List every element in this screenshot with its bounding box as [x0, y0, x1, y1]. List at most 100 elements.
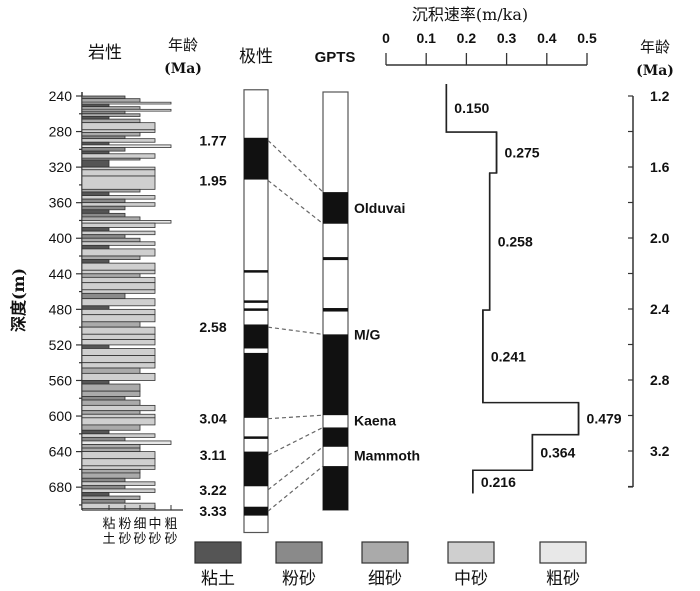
- lithology-bed: [81, 502, 156, 509]
- lithology-bed: [81, 230, 156, 236]
- age-tick-label: 2.0: [650, 230, 670, 246]
- depth-tick-label: 560: [49, 372, 73, 388]
- rate-value-label: 0.258: [498, 234, 533, 250]
- lithology-bed: [81, 116, 110, 120]
- rate-value-label: 0.479: [587, 411, 622, 427]
- legend-label: 粉砂: [282, 569, 316, 589]
- grain-label-top: 中: [148, 517, 161, 532]
- lithology-bed: [81, 404, 156, 412]
- lithology-bed: [81, 440, 172, 445]
- lithology-bed: [81, 424, 141, 431]
- lithology-header: 岩性: [88, 43, 122, 63]
- depth-tick-label: 640: [49, 444, 73, 460]
- rate-tick-label: 0.3: [497, 30, 517, 46]
- correlation-line: [267, 140, 324, 193]
- gpts-normal-chron: [323, 192, 348, 224]
- lithology-bed: [81, 355, 156, 364]
- lithology-bed: [81, 262, 156, 271]
- depth-tick-label: 240: [49, 88, 73, 104]
- lithology-bed: [81, 468, 141, 474]
- lithology-bed: [81, 305, 110, 310]
- lithology-bed: [81, 147, 126, 152]
- lithology-bed: [81, 399, 141, 406]
- gpts-normal-chron: [323, 308, 348, 312]
- age-marker-label: 1.77: [199, 132, 226, 148]
- lithology-bed: [81, 138, 156, 143]
- lithology-bed: [81, 484, 126, 490]
- lithology-bed: [81, 108, 172, 112]
- grain-label-bottom: 砂: [148, 532, 161, 547]
- age-tick-label: 1.2: [650, 88, 670, 104]
- lithology-bed: [81, 282, 156, 291]
- lithology-bed: [81, 372, 156, 381]
- lithology-bed: [81, 458, 156, 467]
- lithology-bed: [81, 451, 156, 460]
- lithology-bed: [81, 95, 126, 100]
- lithology-bed: [81, 244, 110, 250]
- lithology-bed: [81, 477, 126, 483]
- polarity-normal-band: [244, 506, 268, 516]
- lithology-bed: [81, 465, 156, 470]
- lithology-bed: [81, 241, 156, 246]
- age-marker-label: 3.11: [200, 447, 227, 463]
- lithology-bed: [81, 481, 156, 486]
- lithology-bed: [81, 289, 156, 294]
- lithology-bed: [81, 429, 110, 435]
- legend-swatch: [194, 541, 242, 564]
- polarity-normal-band: [244, 137, 268, 180]
- legend-swatch: [447, 541, 495, 564]
- lithology-bed: [81, 292, 126, 300]
- legend-label: 粘土: [201, 569, 235, 589]
- lithology-bed: [81, 344, 110, 349]
- chron-label-olduvai: Olduvai: [354, 200, 405, 216]
- rate-tick-label: 0: [382, 30, 390, 46]
- legend-swatch: [275, 541, 323, 564]
- chron-label-m-g: M/G: [354, 326, 381, 342]
- lithology-bed: [81, 383, 141, 392]
- rate-tick-label: 0.1: [416, 30, 436, 46]
- rate-value-label: 0.275: [505, 145, 540, 161]
- lithology-bed: [81, 166, 156, 171]
- grain-label-bottom: 砂: [164, 532, 177, 547]
- lithology-bed: [81, 98, 141, 103]
- correlation-line: [267, 326, 324, 335]
- age-right-unit: (Ma): [636, 63, 674, 79]
- lithology-bed: [81, 321, 141, 328]
- age-marker-label: 1.95: [199, 172, 226, 188]
- lithology-bed: [81, 191, 110, 196]
- lithology-bed: [81, 326, 156, 335]
- chron-label-kaena: Kaena: [354, 412, 396, 428]
- lithology-bed: [81, 298, 156, 307]
- lithology-bed: [81, 259, 110, 264]
- lithology-bed: [81, 234, 126, 239]
- lithology-bed: [81, 410, 141, 415]
- lithology-bed: [81, 212, 126, 218]
- lithology-bed: [81, 106, 141, 110]
- lithology-bed: [81, 333, 156, 340]
- rate-value-label: 0.364: [540, 444, 575, 460]
- lithology-bed: [81, 202, 156, 207]
- depth-tick-label: 280: [49, 124, 73, 140]
- lithology-bed: [81, 444, 141, 449]
- depth-tick-label: 600: [49, 408, 73, 424]
- depth-tick-label: 520: [49, 337, 73, 353]
- correlation-line: [267, 465, 324, 512]
- rate-tick-label: 0.2: [457, 30, 477, 46]
- gpts-normal-chron: [323, 466, 348, 510]
- depth-tick-label: 360: [49, 195, 73, 211]
- correlation-line: [267, 414, 324, 420]
- lithology-bed: [81, 220, 172, 224]
- lithology-bed: [81, 447, 141, 453]
- chron-label-mammoth: Mammoth: [354, 448, 420, 464]
- lithology-bed: [81, 248, 156, 257]
- lithology-bed: [81, 436, 126, 442]
- depth-tick-label: 400: [49, 230, 73, 246]
- lithology-bed: [81, 273, 141, 278]
- grain-label-bottom: 土: [102, 532, 115, 547]
- age-marker-label: 3.22: [199, 482, 226, 498]
- polarity-thin-event: [244, 270, 268, 273]
- lithology-bed: [81, 390, 141, 397]
- polarity-thin-event: [244, 300, 268, 303]
- lithology-bed: [81, 367, 141, 374]
